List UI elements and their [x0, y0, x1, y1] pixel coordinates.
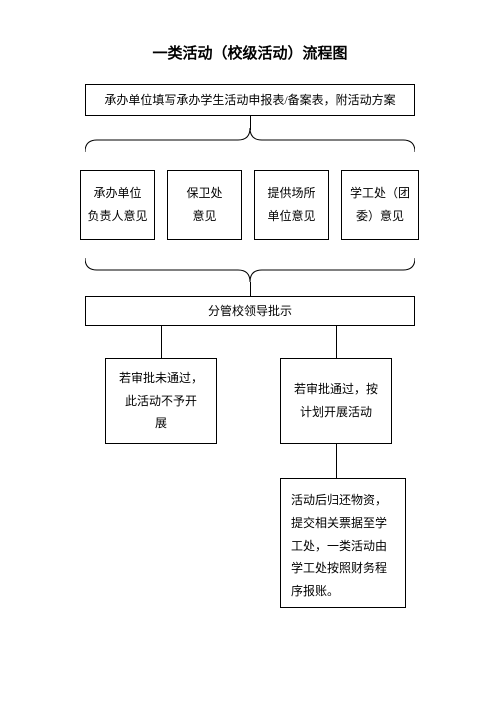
edge-pass-to-final	[336, 444, 337, 478]
edge-approval-to-reject	[161, 326, 162, 358]
brace-bottom	[85, 256, 415, 282]
brace-top	[85, 128, 415, 154]
node-opinion4-text: 学工处（团委）意见	[350, 182, 410, 228]
node-opinion2: 保卫处意见	[167, 170, 242, 240]
node-start-text: 承办单位填写承办学生活动申报表/备案表，附活动方案	[104, 89, 395, 112]
node-opinion1: 承办单位负责人意见	[80, 170, 155, 240]
node-approval: 分管校领导批示	[85, 296, 415, 326]
node-reject-text: 若审批未通过，此活动不予开展	[119, 367, 203, 435]
node-pass-text: 若审批通过，按计划开展活动	[294, 378, 378, 424]
node-opinion2-text: 保卫处意见	[186, 182, 222, 228]
node-reject: 若审批未通过，此活动不予开展	[105, 358, 217, 444]
node-approval-text: 分管校领导批示	[208, 300, 292, 323]
node-pass: 若审批通过，按计划开展活动	[280, 358, 392, 444]
node-opinion3: 提供场所单位意见	[254, 170, 329, 240]
page-title: 一类活动（校级活动）流程图	[0, 42, 500, 63]
node-final: 活动后归还物资，提交相关票据至学工处，一类活动由学工处按照财务程序报账。	[280, 478, 406, 608]
node-final-text: 活动后归还物资，提交相关票据至学工处，一类活动由学工处按照财务程序报账。	[291, 489, 387, 603]
node-start: 承办单位填写承办学生活动申报表/备案表，附活动方案	[85, 84, 415, 116]
edge-approval-to-pass	[336, 326, 337, 358]
edge-brace-to-approval	[250, 282, 251, 296]
node-opinion3-text: 提供场所单位意见	[267, 182, 315, 228]
node-opinion4: 学工处（团委）意见	[341, 170, 419, 240]
node-opinion1-text: 承办单位负责人意见	[87, 182, 147, 228]
